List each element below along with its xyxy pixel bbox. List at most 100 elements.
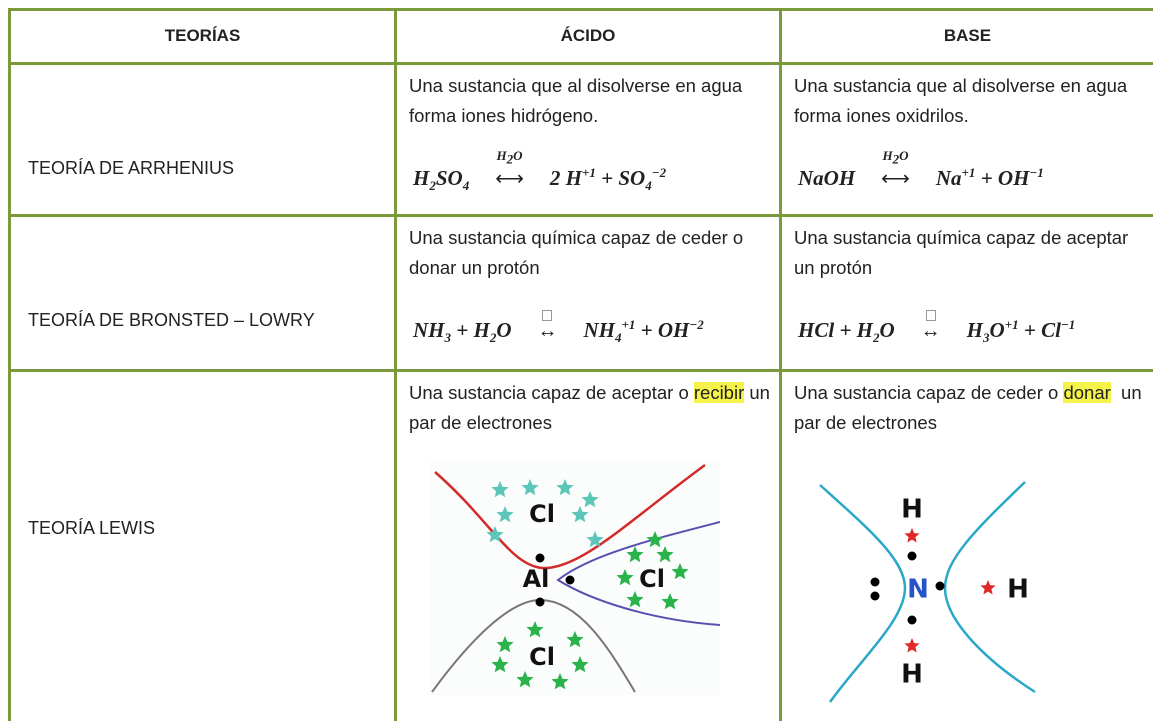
superscript: +1 [621,317,636,332]
subscript: 3 [983,330,990,346]
superscript: −1 [1060,317,1076,332]
star [656,546,674,563]
text: SO [435,166,463,190]
atom-label: Cl [529,500,555,528]
atom-label: Al [523,565,550,593]
lewis-diagram: Cl Al Cl Cl [430,460,720,695]
text: 2 H [549,166,582,190]
description: Una sustancia que al disolverse en agua … [794,71,1147,131]
curve [819,484,907,703]
text: O [899,148,909,163]
star [551,673,569,690]
superscript: −1 [1029,165,1044,180]
text: NH [583,318,615,342]
text: NH [413,318,445,342]
theory-name: TEORÍA DE ARRHENIUS [28,158,235,178]
star [566,631,584,648]
highlight: donar [1063,382,1111,403]
text: Na [935,166,962,190]
curve [943,481,1036,694]
superscript: +1 [961,165,976,180]
border [8,8,11,721]
text: + H [451,318,490,342]
text: Una sustancia química capaz de aceptar u… [794,227,1134,278]
star [516,671,534,688]
text: H [496,148,507,163]
electron [935,581,945,591]
description: Una sustancia capaz de ceder o donar un … [794,378,1147,438]
diagram-bg [430,460,720,695]
electron [907,551,917,561]
text: + SO [595,166,646,190]
border [779,8,782,721]
superscript: +1 [581,165,596,180]
border [8,214,1153,217]
theory-name: TEORÍA DE BRONSTED – LOWRY [28,310,315,330]
subscript: 2 [873,330,880,346]
arrow-label: H2O [497,148,523,168]
star [491,481,509,498]
text: O [496,318,512,342]
atom-label: Cl [639,565,665,593]
text: H [882,148,893,163]
description: Una sustancia que al disolverse en agua … [409,71,773,131]
text: H [413,166,430,190]
star [646,531,664,548]
equation: NaOH ⟷ H2O Na+1 + OH−1 [798,148,1044,191]
text: Una sustancia que al disolverse en agua … [794,75,1133,126]
subscript: 4 [645,178,652,194]
text: + OH [635,318,690,342]
arrow: ⟷ H2O [495,148,524,191]
star [486,526,504,543]
text: Una sustancia capaz de aceptar o [409,382,694,403]
star [491,656,509,673]
text: un par de electrones [409,382,776,433]
star [980,580,996,595]
header-cell: TEORÍAS [164,26,241,45]
atom-label: Cl [529,643,555,671]
description: Una sustancia química capaz de ceder o d… [409,223,773,283]
text: + H [834,318,873,342]
star [496,636,514,653]
arrow-glyph: ↔ [920,320,941,342]
atom-label: H [901,495,923,525]
electron [907,615,917,625]
placeholder-box [542,310,553,321]
subscript: 4 [462,178,470,194]
subscript: 2 [506,151,514,167]
lewis-diagram: H N H H [810,470,1060,705]
star [571,506,589,523]
electron [870,591,880,601]
atom-label: H [1007,575,1029,605]
star [556,479,574,496]
text: O [879,318,895,342]
superscript: −2 [689,317,704,332]
electron [535,553,545,563]
placeholder-box [925,310,936,321]
superscript: −2 [651,165,667,180]
superscript: +1 [1004,317,1019,332]
diagram-bg [810,470,1060,705]
arrow-glyph: ⟷ [881,168,910,190]
border [394,8,397,721]
star [626,591,644,608]
subscript: 2 [892,151,900,167]
text: O [989,318,1005,342]
arrow: ↔ [920,310,941,343]
subscript: 3 [444,330,452,346]
text: un par de electrones [794,382,1147,433]
text: HCl [798,318,835,342]
equation: H2SO4 ⟷ H2O 2 H+1 + SO4−2 [413,148,667,194]
text: Una sustancia química capaz de ceder o d… [409,227,749,278]
header-cell: ÁCIDO [560,26,616,45]
text: H [966,318,984,342]
text: Una sustancia que al disolverse en agua … [409,75,748,126]
equation: NH3 + H2O ↔ NH4+1 + OH−2 [413,310,704,346]
subscript: 2 [429,178,436,194]
description: Una sustancia química capaz de aceptar u… [794,223,1147,283]
star [571,656,589,673]
text: O [513,148,523,163]
description: Una sustancia capaz de aceptar o recibir… [409,378,773,438]
